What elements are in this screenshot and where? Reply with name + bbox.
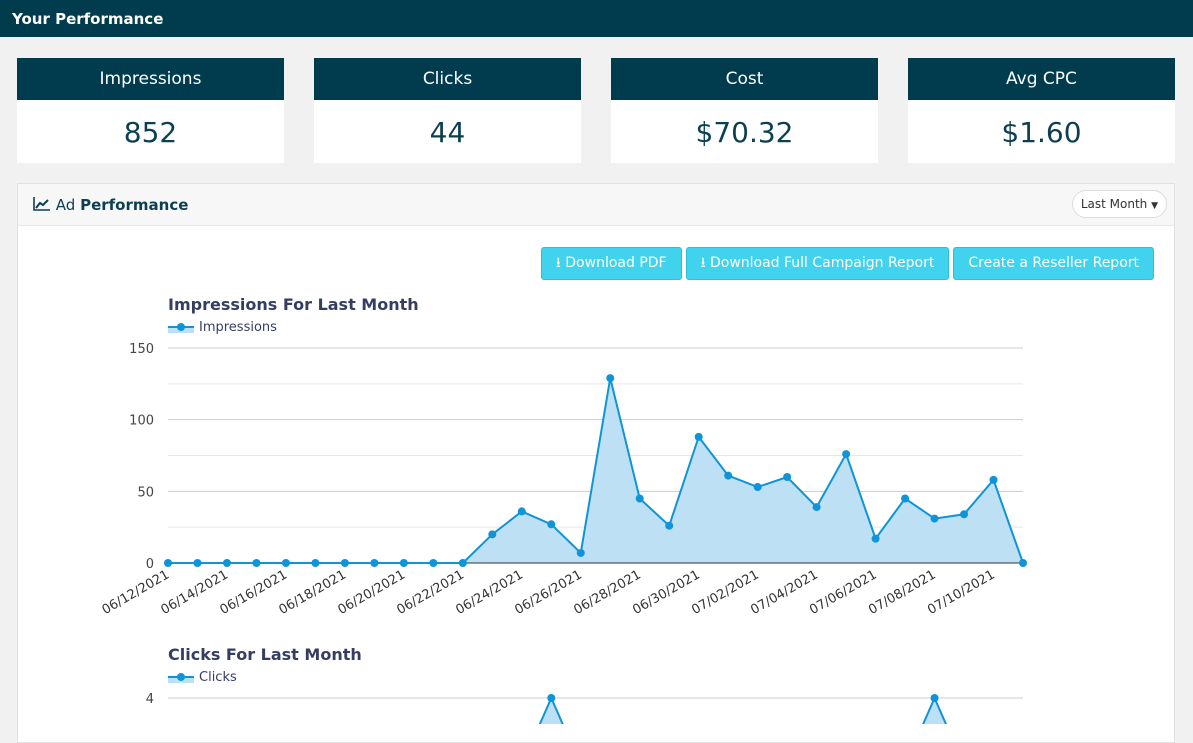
date-range-value: Last Month [1080,197,1148,211]
download-pdf-button[interactable]: ⭳ Download PDF [540,247,682,280]
caret-down-icon: ▼ [1151,201,1158,211]
report-actions: ⭳ Download PDF ⭳ Download Full Campaign … [540,247,1154,280]
panel-title: Performance [80,196,189,214]
panel-title-prefix: Ad [55,196,76,214]
line-chart-icon [33,197,50,211]
button-label: Download Full Campaign Report [709,255,935,271]
download-icon: ⭳ [555,255,561,271]
button-label: Download PDF [565,255,667,271]
page-title: Your Performance [12,10,164,28]
download-icon: ⭳ [700,255,706,271]
button-label: Create a Reseller Report [968,255,1139,271]
stat-value: $70.32 [695,116,794,149]
stat-label: Avg CPC [908,58,1175,100]
stat-card-clicks: Clicks 44 [314,58,581,163]
stat-label: Impressions [17,58,284,100]
stat-label: Cost [611,58,878,100]
stat-card-impressions: Impressions 852 [17,58,284,163]
stat-value: 852 [123,116,178,149]
date-range-dropdown[interactable]: Last Month ▼ [1071,190,1167,218]
ad-performance-panel: Ad Performance Last Month ▼ ⭳ Download P… [17,183,1175,743]
stat-card-avg-cpc: Avg CPC $1.60 [908,58,1175,163]
stat-value: 44 [429,116,466,149]
page-header: Your Performance [0,0,1193,37]
stat-cards: Impressions 852 Clicks 44 Cost $70.32 Avg C… [17,58,1175,163]
stat-label: Clicks [314,58,581,100]
stat-value: $1.60 [1001,116,1082,149]
panel-header: Ad Performance Last Month ▼ [18,184,1174,226]
download-full-report-button[interactable]: ⭳ Download Full Campaign Report [685,247,950,280]
create-reseller-report-button[interactable]: Create a Reseller Report [953,247,1154,280]
stat-card-cost: Cost $70.32 [611,58,878,163]
